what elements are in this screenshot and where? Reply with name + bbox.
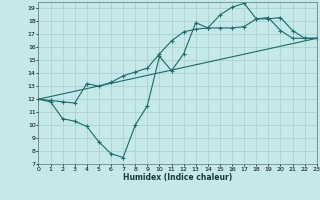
- X-axis label: Humidex (Indice chaleur): Humidex (Indice chaleur): [123, 173, 232, 182]
